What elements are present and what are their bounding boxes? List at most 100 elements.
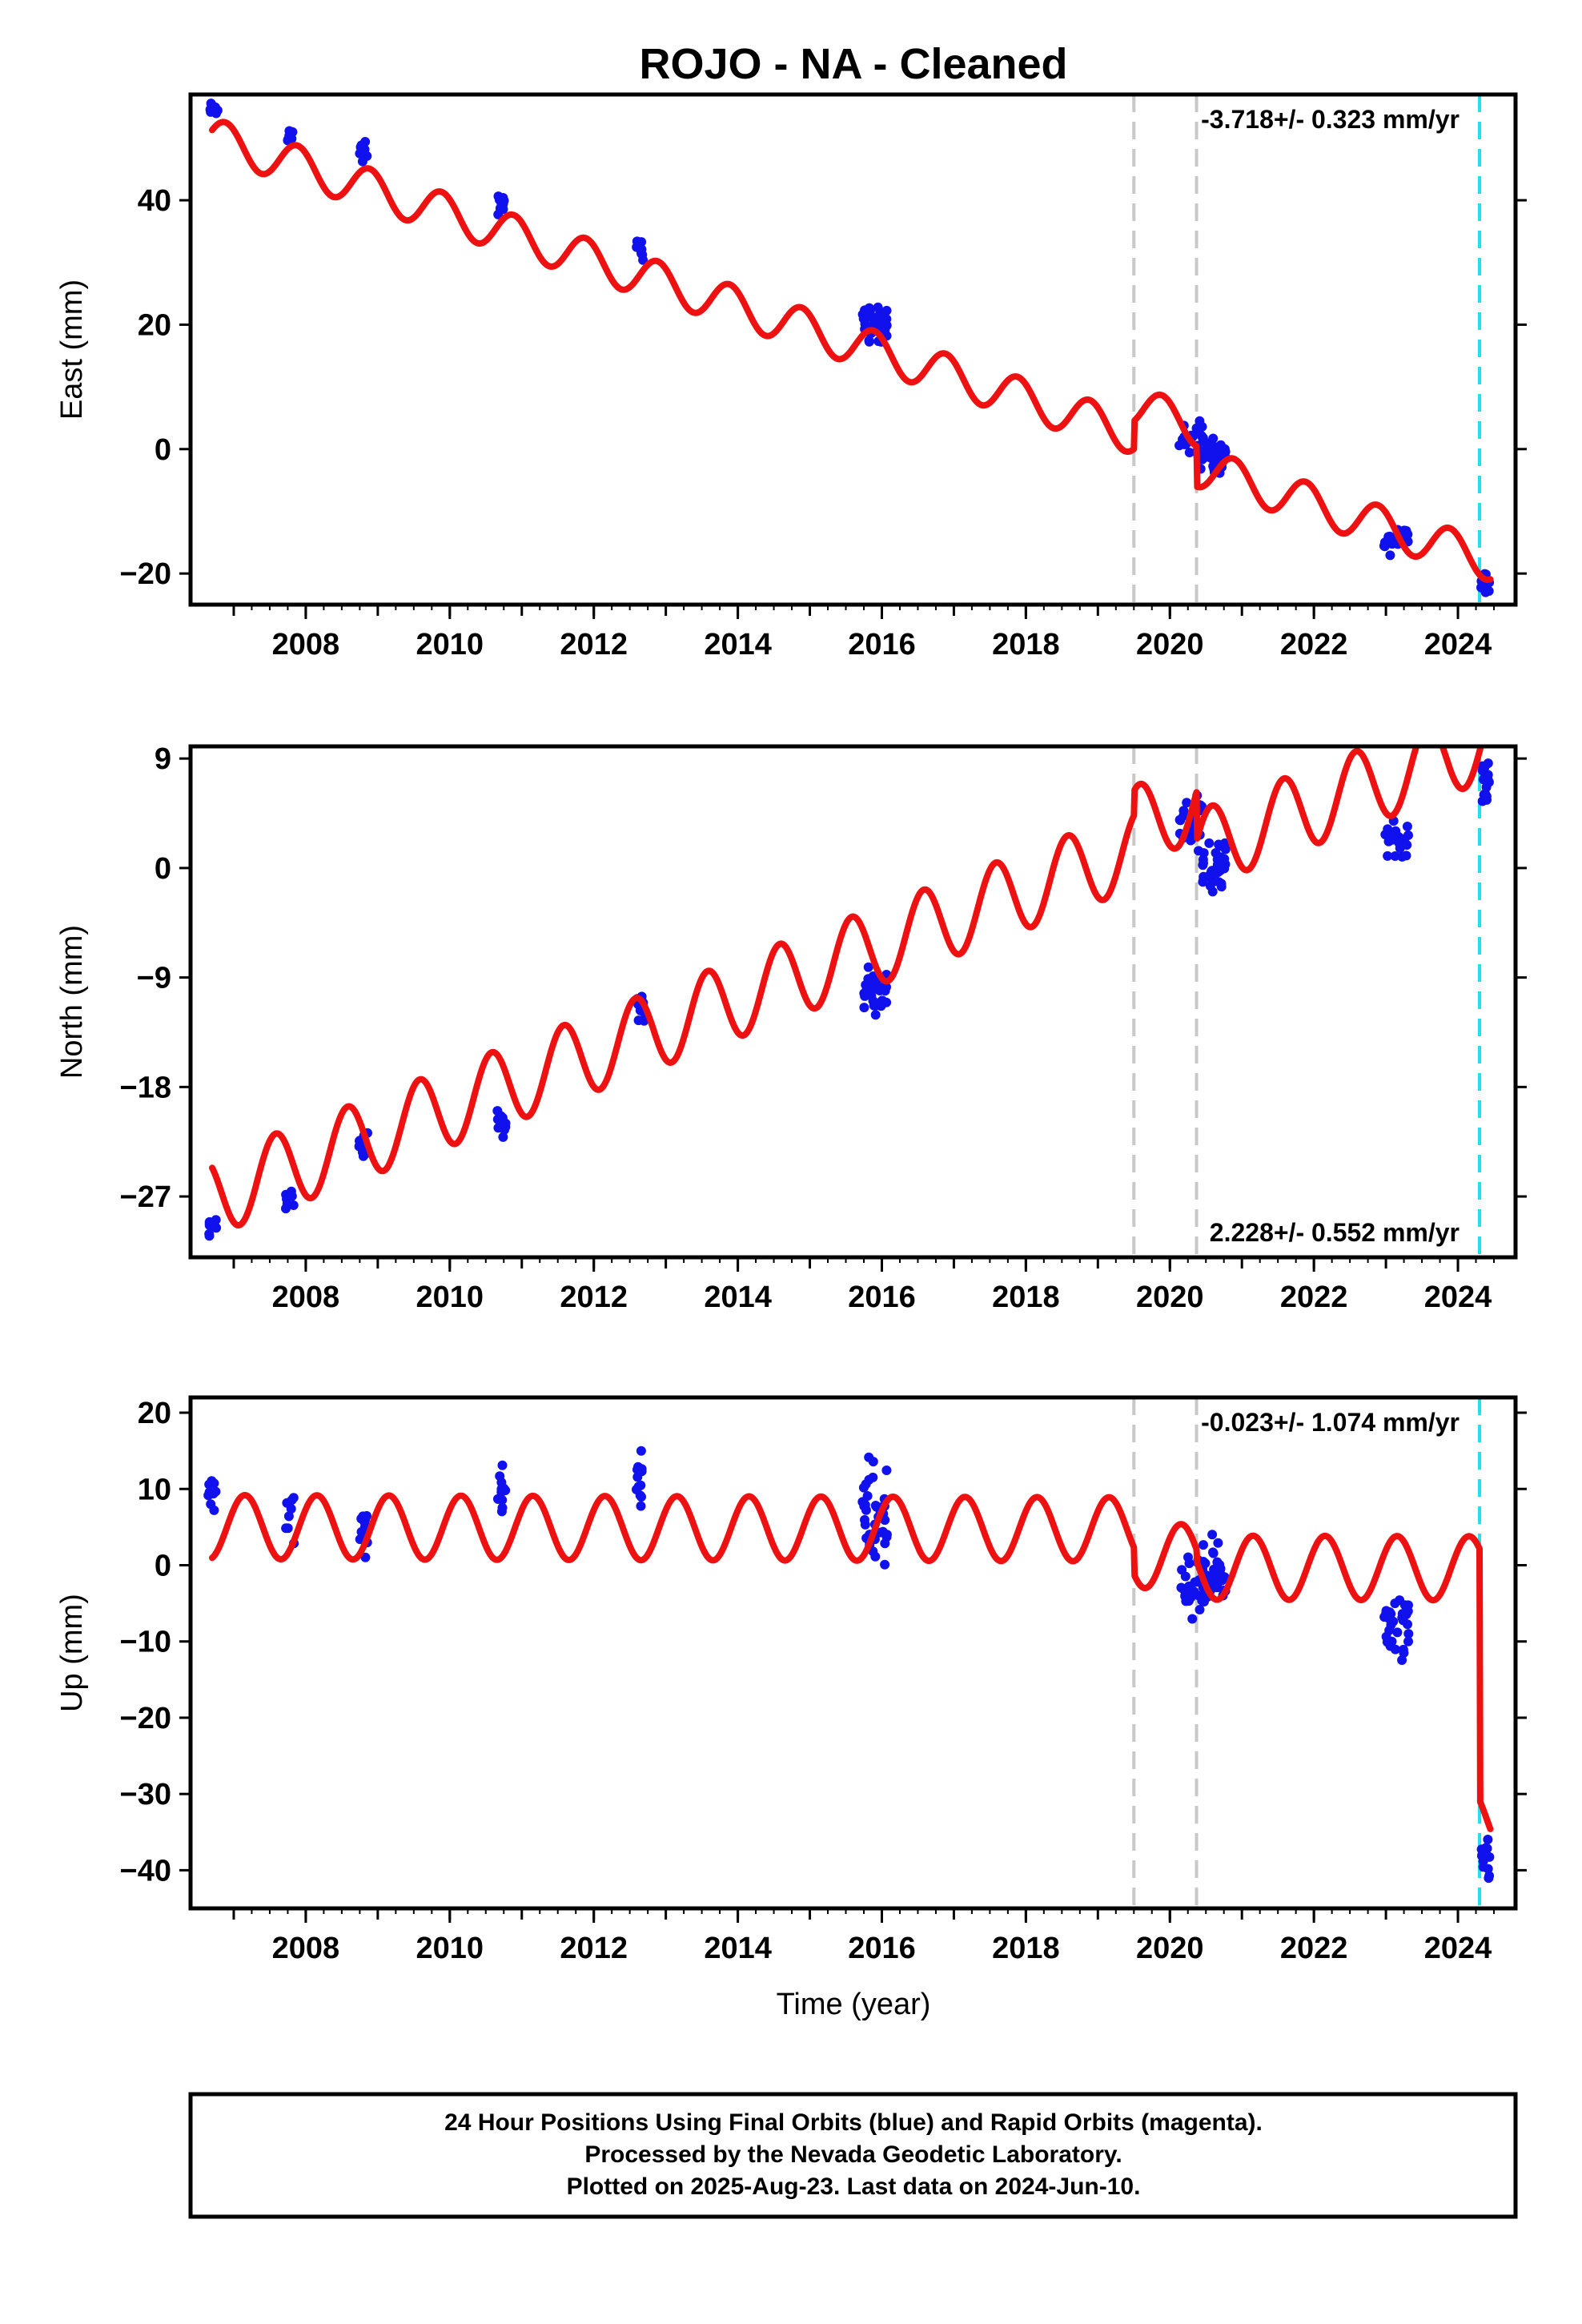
data-point: [1199, 436, 1209, 447]
plot-area-north: [204, 746, 1494, 1257]
data-point: [1481, 1850, 1492, 1860]
data-point: [863, 962, 873, 972]
x-tick-label: 2020: [1136, 1932, 1204, 1965]
data-point: [1182, 798, 1192, 808]
data-point: [204, 1231, 215, 1241]
data-point: [1219, 854, 1230, 864]
x-tick-label: 2018: [992, 1281, 1060, 1314]
data-point: [1403, 830, 1413, 840]
data-point: [1198, 877, 1208, 887]
footer-line-2: Processed by the Nevada Geodetic Laborat…: [584, 2141, 1122, 2168]
x-tick-label: 2012: [560, 1932, 628, 1965]
data-points-up: [203, 1445, 1495, 1884]
plot-frame-up: [188, 1395, 1518, 1911]
data-point: [881, 305, 892, 316]
data-point: [1195, 1605, 1205, 1614]
y-tick-label: −27: [120, 1180, 171, 1214]
x-tick-label: 2020: [1136, 1281, 1204, 1314]
data-point: [360, 1552, 371, 1562]
data-point: [1203, 452, 1213, 462]
data-point: [492, 1106, 503, 1116]
data-point: [636, 1501, 646, 1511]
model-curve-up: [209, 1492, 1494, 1832]
data-point: [357, 156, 367, 167]
data-point: [1176, 1582, 1186, 1593]
data-point: [881, 1466, 892, 1475]
panel-north: 2008 2010 2012 2014 2016 2018 2020 2022 2024 −27 −…: [55, 742, 1527, 1314]
data-point: [1390, 1598, 1400, 1609]
data-point: [1478, 1862, 1488, 1872]
y-tick-label: −30: [120, 1778, 171, 1811]
data-point: [1211, 450, 1222, 460]
plot-frame-north: [188, 744, 1518, 1260]
data-point: [355, 1136, 364, 1146]
data-point: [870, 1551, 881, 1562]
data-point: [1179, 440, 1190, 449]
footer-box: 24 Hour Positions Using Final Orbits (bl…: [188, 2092, 1518, 2219]
data-point: [870, 1010, 881, 1020]
y-tick-label: −10: [120, 1626, 171, 1659]
panel-east: 2008 2010 2012 2014 2016 2018 2020 2022 2024 −20 0…: [55, 92, 1527, 661]
data-point: [1220, 844, 1231, 854]
panel-up: 2008 2010 2012 2014 2016 2018 2020 2022 2024−40−…: [55, 1395, 1527, 1965]
data-point: [212, 105, 223, 115]
y-axis-label-up: Up (mm): [55, 1594, 89, 1712]
data-point: [636, 1480, 646, 1490]
panels-group: 2008 2010 2012 2014 2016 2018 2020 2022 2024−200…: [55, 92, 1527, 1965]
data-point: [880, 986, 890, 996]
data-point: [1397, 1655, 1407, 1665]
data-point: [1391, 826, 1401, 836]
data-point: [283, 135, 293, 145]
data-point: [1480, 789, 1491, 799]
data-point: [497, 1502, 508, 1513]
data-point: [1208, 433, 1219, 444]
x-tick-label: 2012: [560, 628, 628, 661]
data-point: [1207, 1530, 1218, 1540]
data-point: [498, 1132, 508, 1142]
data-point: [209, 1505, 219, 1515]
data-point: [288, 1493, 299, 1503]
data-point: [1384, 1625, 1395, 1635]
data-point: [868, 1457, 878, 1467]
data-point: [1207, 1575, 1217, 1586]
data-point: [1214, 839, 1224, 850]
figure-title: ROJO - NA - Cleaned: [639, 40, 1067, 88]
data-point: [1213, 1538, 1223, 1548]
data-point: [1483, 770, 1493, 780]
data-point: [1184, 448, 1195, 457]
data-point: [1402, 822, 1412, 831]
y-tick-label: 0: [155, 433, 171, 467]
data-point: [356, 144, 367, 155]
data-point: [873, 302, 883, 312]
data-point: [1180, 1571, 1191, 1582]
data-point: [1477, 761, 1488, 771]
data-point: [287, 127, 298, 137]
data-point: [859, 1003, 869, 1013]
y-tick-label: 40: [138, 184, 171, 218]
data-point: [1191, 423, 1202, 433]
data-point: [1187, 1614, 1198, 1624]
data-point: [1178, 806, 1189, 816]
x-tick-label: 2018: [992, 1932, 1060, 1965]
data-point: [1484, 586, 1494, 596]
model-curve-north: [209, 746, 1484, 1228]
data-point: [636, 1464, 647, 1474]
data-point: [357, 1147, 367, 1157]
data-point: [362, 1510, 371, 1521]
data-point: [1216, 879, 1227, 889]
x-tick-label: 2008: [272, 1932, 340, 1965]
rate-label-east: -3.718+/- 0.323 mm/yr: [1201, 105, 1460, 134]
data-point: [1398, 1644, 1408, 1655]
data-point: [1402, 840, 1412, 850]
y-tick-label: 20: [138, 308, 171, 342]
footer-line-1: 24 Hour Positions Using Final Orbits (bl…: [444, 2109, 1263, 2136]
data-point: [880, 1538, 890, 1549]
x-tick-label: 2012: [560, 1281, 628, 1314]
data-point: [863, 974, 873, 984]
data-point: [497, 1460, 508, 1470]
data-point: [1207, 866, 1217, 876]
rate-label-north: 2.228+/- 0.552 mm/yr: [1210, 1218, 1460, 1247]
data-point: [1383, 850, 1393, 861]
y-tick-label: 20: [138, 1397, 171, 1430]
x-tick-label: 2024: [1424, 1932, 1492, 1965]
